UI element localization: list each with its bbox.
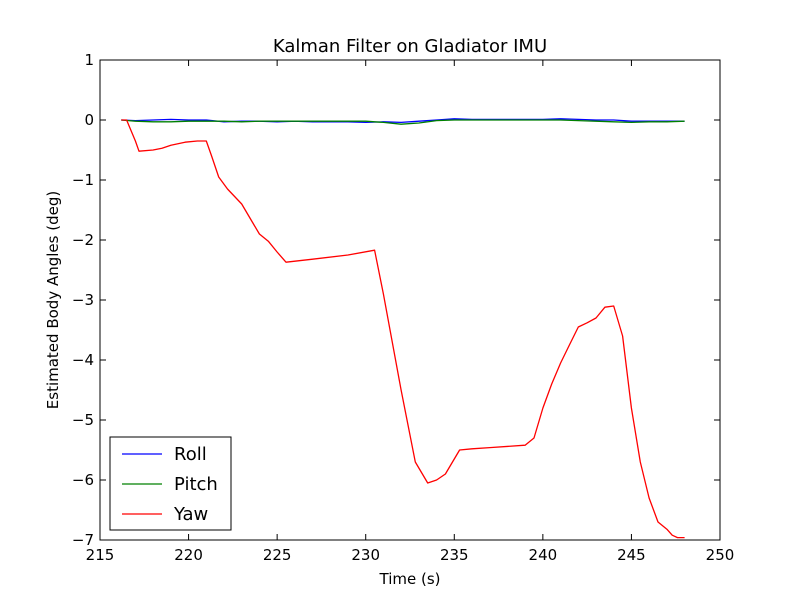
y-tick-label: 0 <box>84 111 94 129</box>
legend: Roll Pitch Yaw <box>109 436 232 531</box>
series-line-yaw <box>121 119 685 539</box>
x-tick-label: 230 <box>351 546 380 564</box>
x-tick-label: 250 <box>706 546 735 564</box>
x-tick-label: 215 <box>86 546 115 564</box>
legend-label-yaw: Yaw <box>173 504 208 525</box>
y-tick-label: −6 <box>72 471 94 489</box>
y-tick-label: −5 <box>72 411 94 429</box>
x-tick-label: 235 <box>440 546 469 564</box>
plot-lines <box>121 118 685 539</box>
y-tick-label: −2 <box>72 231 94 249</box>
chart-title: Kalman Filter on Gladiator IMU <box>273 36 547 57</box>
x-tick-label: 220 <box>174 546 203 564</box>
y-tick-label: −7 <box>72 531 94 549</box>
y-tick-label: 1 <box>84 51 94 69</box>
series-line-pitch <box>121 119 685 125</box>
x-axis-label: Time (s) <box>379 570 441 588</box>
x-tick-label: 245 <box>617 546 646 564</box>
y-axis-ticks: 1 0 −1 −2 −3 −4 −5 −6 −7 <box>72 51 720 549</box>
x-tick-label: 225 <box>263 546 292 564</box>
y-tick-label: −4 <box>72 351 94 369</box>
y-axis-label: Estimated Body Angles (deg) <box>44 191 62 409</box>
legend-label-roll: Roll <box>174 444 207 465</box>
y-tick-label: −1 <box>72 171 94 189</box>
y-tick-label: −3 <box>72 291 94 309</box>
x-tick-label: 240 <box>529 546 558 564</box>
legend-label-pitch: Pitch <box>174 474 218 495</box>
x-axis-ticks: 215 220 225 230 235 240 245 250 <box>86 60 735 564</box>
